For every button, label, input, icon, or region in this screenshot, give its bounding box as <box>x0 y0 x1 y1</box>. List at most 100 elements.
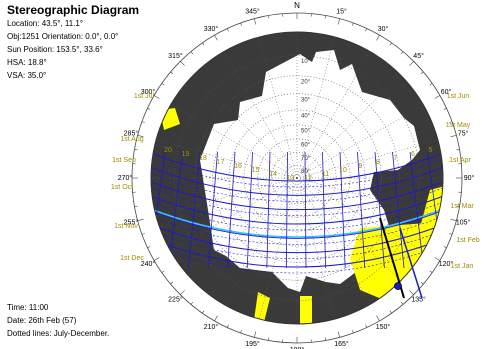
azimuth-tick <box>138 219 144 221</box>
azimuth-tick <box>148 108 151 109</box>
azimuth-tick <box>435 96 440 99</box>
hour-label: 16 <box>234 163 242 170</box>
azimuth-label: 195° <box>245 340 260 348</box>
azimuth-label: 315° <box>168 52 183 60</box>
azimuth-tick <box>352 330 353 333</box>
azimuth-tick <box>241 23 242 26</box>
hour-label: 6 <box>411 151 415 158</box>
hour-label: 8 <box>376 159 380 166</box>
date-label-right: 1st Jan <box>451 263 474 270</box>
azimuth-tick <box>148 247 151 248</box>
azimuth-tick <box>162 83 165 85</box>
azimuth-label: 330° <box>204 25 219 33</box>
date-label-left: 1st Nov <box>114 223 138 230</box>
azimuth-tick <box>227 29 228 32</box>
azimuth-tick <box>338 332 340 338</box>
azimuth-tick <box>449 233 452 234</box>
altitude-label: 50° <box>301 128 311 134</box>
date-label-right: 1st Jun <box>447 93 470 100</box>
azimuth-label: 270° <box>118 174 133 182</box>
date-label-left: 1st Sep <box>112 157 136 164</box>
azimuth-tick <box>366 29 367 32</box>
azimuth-tick <box>352 23 353 26</box>
azimuth-tick <box>171 72 173 74</box>
azimuth-tick <box>268 338 269 341</box>
azimuth-label: 105° <box>456 218 471 226</box>
azimuth-tick <box>154 96 159 99</box>
azimuth-label: 225° <box>168 295 183 303</box>
azimuth-tick <box>191 52 193 54</box>
azimuth-tick <box>180 61 184 65</box>
hour-label: 14 <box>269 171 277 178</box>
shading-patch <box>300 296 312 330</box>
date-label-right: 1st May <box>446 122 471 129</box>
azimuth-tick <box>215 316 218 321</box>
azimuth-tick <box>390 311 392 314</box>
date-label-left: 1st Dec <box>120 255 144 262</box>
azimuth-tick <box>202 43 204 46</box>
altitude-label: 40° <box>301 113 311 119</box>
altitude-label: 30° <box>301 97 311 103</box>
azimuth-label: 345° <box>245 8 260 16</box>
azimuth-tick <box>338 19 340 25</box>
azimuth-tick <box>451 135 457 137</box>
date-label-right: 1st Mar <box>450 203 474 210</box>
azimuth-tick <box>401 52 403 54</box>
azimuth-tick <box>227 325 228 328</box>
azimuth-tick <box>377 316 380 321</box>
azimuth-label: 135° <box>411 295 426 303</box>
hour-label: 5 <box>429 147 433 154</box>
azimuth-label: 165° <box>334 340 349 348</box>
date-label-left: 1st Jul <box>134 93 155 100</box>
north-label: N <box>294 1 300 10</box>
date-label-right: 1st Apr <box>449 157 471 164</box>
azimuth-label: 15° <box>336 8 347 16</box>
azimuth-tick <box>444 108 447 109</box>
azimuth-tick <box>241 330 242 333</box>
azimuth-tick <box>457 149 460 150</box>
hour-label: 9 <box>359 163 363 170</box>
azimuth-tick <box>202 311 204 314</box>
azimuth-tick <box>215 35 218 40</box>
hour-label: 20 <box>164 147 172 154</box>
hour-label: 18 <box>199 155 207 162</box>
azimuth-tick <box>135 149 138 150</box>
azimuth-label: 210° <box>204 323 219 331</box>
azimuth-tick <box>142 122 145 123</box>
azimuth-tick <box>142 233 145 234</box>
hour-label: 13 <box>287 175 295 182</box>
date-label-right: 1st Feb <box>456 237 479 244</box>
azimuth-tick <box>409 61 413 65</box>
azimuth-tick <box>366 325 367 328</box>
azimuth-tick <box>191 302 193 304</box>
altitude-label: 60° <box>301 142 311 148</box>
azimuth-tick <box>444 247 447 248</box>
date-label-left: 1st Aug <box>120 136 143 143</box>
hour-label: 7 <box>394 155 398 162</box>
date-label-left: 1st Oct <box>111 184 133 191</box>
azimuth-tick <box>401 302 403 304</box>
hour-label: 11 <box>322 171 329 178</box>
azimuth-label: 45° <box>413 52 424 60</box>
azimuth-label: 90° <box>464 174 475 182</box>
azimuth-label: 150° <box>376 323 391 331</box>
azimuth-tick <box>162 271 165 273</box>
hour-label: 10 <box>339 167 347 174</box>
altitude-label: 20° <box>301 79 311 85</box>
azimuth-label: 75° <box>458 129 469 137</box>
azimuth-tick <box>268 16 269 19</box>
azimuth-tick <box>377 35 380 40</box>
altitude-label: 10° <box>301 59 311 65</box>
hour-label: 19 <box>182 151 190 158</box>
hour-label: 12 <box>304 175 312 182</box>
azimuth-tick <box>325 16 326 19</box>
azimuth-tick <box>409 290 413 294</box>
azimuth-tick <box>430 271 433 273</box>
azimuth-tick <box>430 83 433 85</box>
hour-label: 15 <box>252 167 260 174</box>
altitude-label: 70° <box>301 156 311 162</box>
azimuth-tick <box>135 206 138 207</box>
azimuth-tick <box>254 332 256 338</box>
azimuth-tick <box>171 282 173 284</box>
